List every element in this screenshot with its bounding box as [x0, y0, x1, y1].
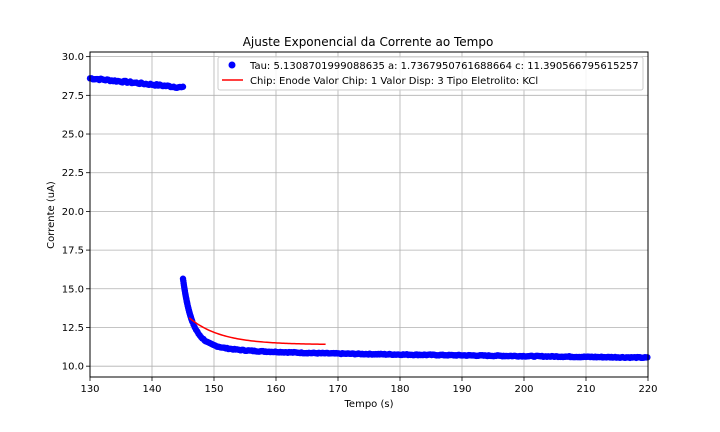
y-tick-label: 17.5	[62, 246, 84, 257]
x-tick-label: 200	[514, 384, 533, 395]
x-tick-label: 170	[328, 384, 347, 395]
x-axis-label: Tempo (s)	[344, 399, 394, 410]
chart-title: Ajuste Exponencial da Corrente ao Tempo	[243, 35, 494, 49]
y-tick-label: 30.0	[62, 52, 84, 63]
legend-label-line: Chip: Enode Valor Chip: 1 Valor Disp: 3 …	[250, 76, 538, 87]
x-tick-label: 160	[266, 384, 285, 395]
y-axis: 10.0 12.5 15.0 17.5 20.0 22.5 25.0 27.5 30.0	[62, 52, 90, 373]
fit-line-path	[188, 317, 326, 346]
x-tick-label: 140	[142, 384, 161, 395]
x-tick-label: 150	[204, 384, 223, 395]
legend: Tau: 5.1308701999088635 a: 1.73679507616…	[217, 56, 644, 91]
plot-frame	[89, 51, 649, 378]
y-axis-label: Corrente (uA)	[46, 181, 57, 249]
y-tick-label: 25.0	[62, 130, 84, 141]
y-tick-label: 15.0	[62, 284, 84, 295]
legend-label-scatter: Tau: 5.1308701999088635 a: 1.73679507616…	[249, 61, 639, 72]
x-tick-label: 180	[390, 384, 409, 395]
x-tick-label: 220	[638, 384, 657, 395]
data-point	[644, 354, 651, 361]
data-points	[86, 75, 651, 362]
fit-line	[188, 317, 326, 346]
x-tick-label: 130	[80, 384, 99, 395]
data-point	[179, 83, 187, 90]
x-tick-label: 190	[452, 384, 471, 395]
y-tick-label: 27.5	[62, 91, 84, 102]
y-tick-label: 20.0	[62, 207, 84, 218]
y-tick-label: 22.5	[62, 168, 84, 179]
y-tick-label: 12.5	[62, 323, 84, 334]
x-tick-label: 210	[576, 384, 595, 395]
legend-marker-scatter	[228, 61, 236, 69]
x-axis: 130 140 150 160 170 180 190 200 210 220	[80, 377, 658, 395]
y-tick-label: 10.0	[62, 362, 84, 373]
legend-box	[217, 56, 644, 91]
